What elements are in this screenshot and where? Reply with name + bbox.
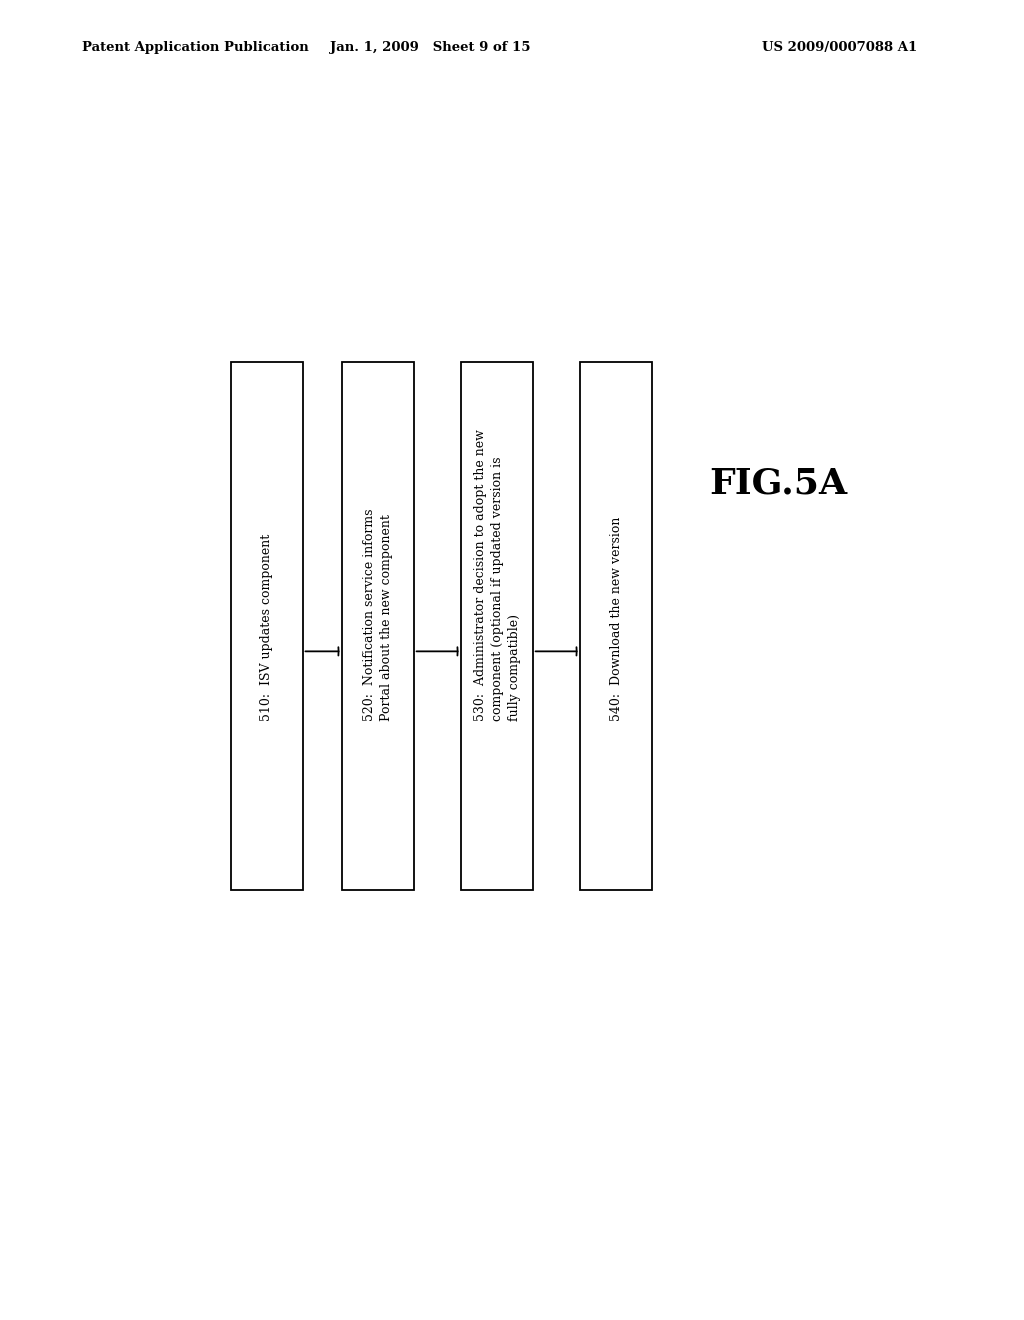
- Bar: [231, 362, 303, 890]
- Text: US 2009/0007088 A1: US 2009/0007088 A1: [762, 41, 918, 54]
- Text: Jan. 1, 2009   Sheet 9 of 15: Jan. 1, 2009 Sheet 9 of 15: [330, 41, 530, 54]
- Text: 520:  Notification service informs
Portal about the new component: 520: Notification service informs Portal…: [362, 508, 393, 721]
- Text: FIG.5A: FIG.5A: [710, 467, 848, 500]
- Text: 540:  Download the new version: 540: Download the new version: [609, 516, 623, 721]
- Text: 510:  ISV updates component: 510: ISV updates component: [260, 533, 273, 721]
- Bar: [342, 362, 414, 890]
- Text: Patent Application Publication: Patent Application Publication: [82, 41, 308, 54]
- Text: 530:  Administrator decision to adopt the new
component (optional if updated ver: 530: Administrator decision to adopt the…: [473, 429, 520, 721]
- Bar: [461, 362, 532, 890]
- Bar: [581, 362, 651, 890]
